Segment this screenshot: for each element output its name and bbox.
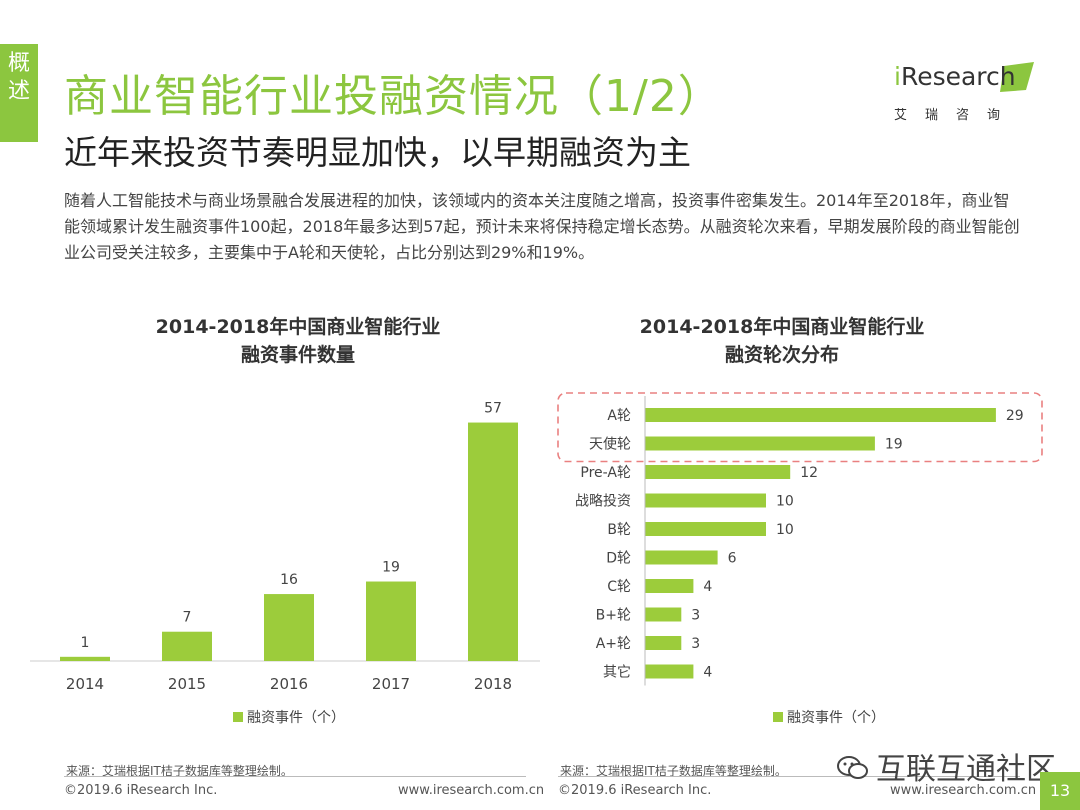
bar-2018 [468,422,518,661]
y-tick-label-其它: 其它 [603,664,631,681]
highlight-box [557,392,1043,463]
right-bar-chart: A轮 29 天使轮 19 Pre-A轮 12 战略投资 10 B轮 10 D轮 6 C轮 4 B+轮 3 A+轮… [557,392,1043,686]
data-label-其它: 4 [703,665,712,681]
logo-swoosh-icon [1000,62,1034,92]
x-tick-label-2015: 2015 [168,675,206,693]
left-chart-title-line: 融资事件数量 [240,344,355,366]
data-label-2015: 7 [183,610,192,626]
bar-C轮 [645,579,694,593]
data-label-Pre-A轮: 12 [800,465,818,481]
iresearch-logo: iResearch 艾瑞咨询 [886,60,1036,128]
source-note-right: 来源：艾瑞根据IT桔子数据库等整理绘制。 [560,764,787,778]
bar-天使轮 [645,436,875,451]
legend-swatch [773,712,783,722]
data-label-2018: 57 [484,401,502,417]
url-left: www.iresearch.com.cn [398,783,545,798]
copyright-right: ©2019.6 iResearch Inc. [558,783,712,798]
source-note-left: 来源：艾瑞根据IT桔子数据库等整理绘制。 [66,764,293,778]
bar-A+轮 [645,636,682,650]
footer-rule-right [558,776,1020,777]
data-label-2014: 1 [81,635,90,651]
legend-swatch [233,712,243,722]
left-legend: 融资事件（个） [233,707,345,727]
x-tick-label-2014: 2014 [66,675,104,693]
intro-paragraph: 随着人工智能技术与商业场景融合发展进程的加快，该领域内的资本关注度随之增高，投资… [64,191,1020,262]
url-right: www.iresearch.com.cn [890,783,1037,798]
bar-B轮 [645,522,766,536]
logo-tagline: 艾瑞咨询 [894,108,1019,123]
section-tab: 概 述 [0,44,38,142]
watermark: 互联互通社区 [836,744,1056,788]
data-label-C轮: 4 [703,579,712,595]
legend-label: 融资事件（个） [247,710,345,726]
y-tick-label-战略投资: 战略投资 [575,494,631,510]
bar-2015 [162,631,212,661]
page-subtitle: 近年来投资节奏明显加快，以早期融资为主 [64,133,691,172]
bar-其它 [645,664,694,679]
x-tick-label-2016: 2016 [270,675,308,693]
left-bar-chart: 1 2014 7 2015 16 2016 19 2017 57 2018 [30,401,540,693]
data-label-B轮: 10 [776,522,794,538]
data-label-2017: 19 [382,560,400,576]
data-label-D轮: 6 [728,551,737,567]
page-title: 商业智能行业投融资情况（1/2） [64,71,723,122]
data-label-天使轮: 19 [885,437,903,453]
y-tick-label-B轮: B轮 [607,522,631,538]
data-label-B+轮: 3 [691,608,700,624]
footer-rule-left [64,776,526,777]
y-tick-label-A+轮: A+轮 [596,636,631,652]
y-tick-label-Pre-A轮: Pre-A轮 [580,465,631,481]
y-tick-label-C轮: C轮 [607,579,631,595]
left-chart-title: 2014-2018年中国商业智能行业 融资事件数量 [98,313,498,369]
y-tick-label-A轮: A轮 [607,408,631,424]
bar-2014 [60,656,110,661]
legend-label: 融资事件（个） [787,710,885,726]
data-label-战略投资: 10 [776,494,794,510]
bar-B+轮 [645,607,682,622]
x-tick-label-2018: 2018 [474,675,512,693]
data-label-A轮: 29 [1006,408,1024,424]
logo-i: i [894,62,901,91]
data-label-A+轮: 3 [691,636,700,652]
right-legend: 融资事件（个） [773,707,885,727]
bar-2017 [366,581,416,661]
bar-Pre-A轮 [645,465,791,479]
left-chart-title-line: 2014-2018年中国商业智能行业 [155,316,441,338]
data-label-2016: 16 [280,572,298,588]
bar-A轮 [645,408,996,422]
bar-D轮 [645,550,718,565]
watermark-text: 互联互通社区 [876,752,1056,787]
bar-战略投资 [645,493,766,508]
section-tab-char: 概 [7,51,30,76]
y-tick-label-D轮: D轮 [606,551,631,567]
y-tick-label-天使轮: 天使轮 [589,436,631,453]
logo-brand: Research [900,62,1016,91]
page-number: 13 [1040,772,1080,810]
copyright-left: ©2019.6 iResearch Inc. [64,783,218,798]
wechat-icon [837,756,868,779]
logo-wordmark: iResearch [894,62,1016,91]
right-chart-title-line: 融资轮次分布 [724,344,839,366]
right-chart-title: 2014-2018年中国商业智能行业 融资轮次分布 [582,313,982,369]
bar-2016 [264,594,314,661]
section-tab-char: 述 [7,79,30,104]
x-tick-label-2017: 2017 [372,675,410,693]
y-tick-label-B+轮: B+轮 [596,608,631,624]
right-chart-title-line: 2014-2018年中国商业智能行业 [639,316,925,338]
